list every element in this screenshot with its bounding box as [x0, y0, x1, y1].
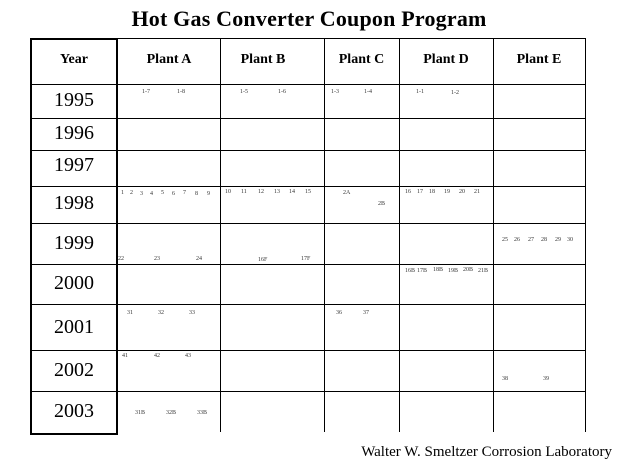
coupon-label: 26: [514, 237, 520, 243]
coupon-label: 17B: [417, 268, 428, 274]
coupon-label: 22: [118, 256, 124, 262]
coupon-label: 25: [502, 237, 508, 243]
header-year: Year: [60, 52, 88, 67]
coupon-label: 3: [140, 191, 143, 197]
column-divider: [399, 38, 400, 432]
coupon-label: 28: [541, 237, 547, 243]
column-divider: [324, 38, 325, 432]
year-label: 1996: [54, 122, 94, 144]
header-plant-d: Plant D: [423, 52, 469, 67]
coupon-label: 1-3: [331, 89, 339, 95]
coupon-label: 1-2: [451, 90, 459, 96]
table-border-top: [30, 38, 586, 39]
row-divider: [30, 391, 586, 392]
coupon-label: 30: [567, 237, 573, 243]
coupon-label: 10: [225, 189, 231, 195]
year-label: 1997: [54, 154, 94, 176]
coupon-label: 8: [195, 191, 198, 197]
coupon-label: 1-4: [364, 89, 372, 95]
coupon-label: 16: [405, 189, 411, 195]
coupon-label: 29: [555, 237, 561, 243]
coupon-label: 24: [196, 256, 202, 262]
coupon-label: 9: [207, 191, 210, 197]
coupon-label: 4: [150, 191, 153, 197]
coupon-label: 41: [122, 353, 128, 359]
year-label: 2003: [54, 400, 94, 422]
year-label: 1995: [54, 89, 94, 111]
coupon-label: 6: [172, 191, 175, 197]
column-divider: [493, 38, 494, 432]
coupon-label: 1: [121, 190, 124, 196]
row-divider: [30, 264, 586, 265]
coupon-label: 20: [459, 189, 465, 195]
coupon-label: 43: [185, 353, 191, 359]
coupon-label: 2: [130, 190, 133, 196]
coupon-label: 16B: [405, 268, 416, 274]
coupon-label: 39: [543, 376, 549, 382]
coupon-label: 1-1: [416, 89, 424, 95]
coupon-label: 13: [274, 189, 280, 195]
coupon-label: 18B: [433, 267, 444, 273]
page-title: Hot Gas Converter Coupon Program: [131, 6, 487, 31]
coupon-label: 12: [258, 189, 264, 195]
coupon-label: 37: [363, 310, 369, 316]
coupon-label: 23: [154, 256, 160, 262]
coupon-label: 2B: [378, 201, 386, 207]
coupon-label: 19B: [448, 268, 459, 274]
lab-credit: Walter W. Smeltzer Corrosion Laboratory: [361, 444, 612, 460]
header-plant-e: Plant E: [516, 52, 562, 67]
year-label: 2002: [54, 359, 94, 381]
coupon-label: 7: [183, 190, 186, 196]
coupon-label: 20B: [463, 267, 474, 273]
year-label: 2000: [54, 272, 94, 294]
coupon-label: 1-7: [142, 89, 150, 95]
coupon-label: 5: [161, 190, 164, 196]
coupon-label: 1-8: [177, 89, 185, 95]
row-divider: [30, 223, 586, 224]
table-border-right: [585, 38, 586, 432]
header-plant-a: Plant A: [146, 52, 192, 67]
coupon-label: 36: [336, 310, 342, 316]
coupon-label: 15: [305, 189, 311, 195]
coupon-label: 21: [474, 189, 480, 195]
header-plant-c: Plant C: [338, 52, 385, 67]
row-divider: [30, 350, 586, 351]
coupon-label: 33B: [197, 410, 208, 416]
coupon-label: 17: [417, 189, 423, 195]
coupon-label: 33: [189, 310, 195, 316]
coupon-label: 32B: [166, 410, 177, 416]
coupon-label: 17F: [301, 256, 311, 262]
coupon-label: 38: [502, 376, 508, 382]
coupon-label: 27: [528, 237, 534, 243]
coupon-label: 11: [241, 189, 247, 195]
row-divider: [30, 84, 586, 85]
year-label: 1998: [54, 192, 94, 214]
coupon-label: 14: [289, 189, 295, 195]
coupon-label: 2A: [343, 190, 351, 196]
coupon-label: 21B: [478, 268, 489, 274]
row-divider: [30, 186, 586, 187]
coupon-label: 18: [429, 189, 435, 195]
row-divider: [30, 118, 586, 119]
column-divider: [220, 38, 221, 432]
coupon-label: 32: [158, 310, 164, 316]
coupon-label: 16F: [258, 257, 268, 263]
year-label: 1999: [54, 232, 94, 254]
row-divider: [30, 304, 586, 305]
coupon-label: 42: [154, 353, 160, 359]
coupon-label: 19: [444, 189, 450, 195]
row-divider: [30, 150, 586, 151]
year-label: 2001: [54, 316, 94, 338]
coupon-label: 1-6: [278, 89, 286, 95]
header-plant-b: Plant B: [240, 52, 286, 67]
coupon-label: 31B: [135, 410, 146, 416]
coupon-label: 31: [127, 310, 133, 316]
year-column-frame: [30, 38, 118, 435]
coupon-label: 1-5: [240, 89, 248, 95]
